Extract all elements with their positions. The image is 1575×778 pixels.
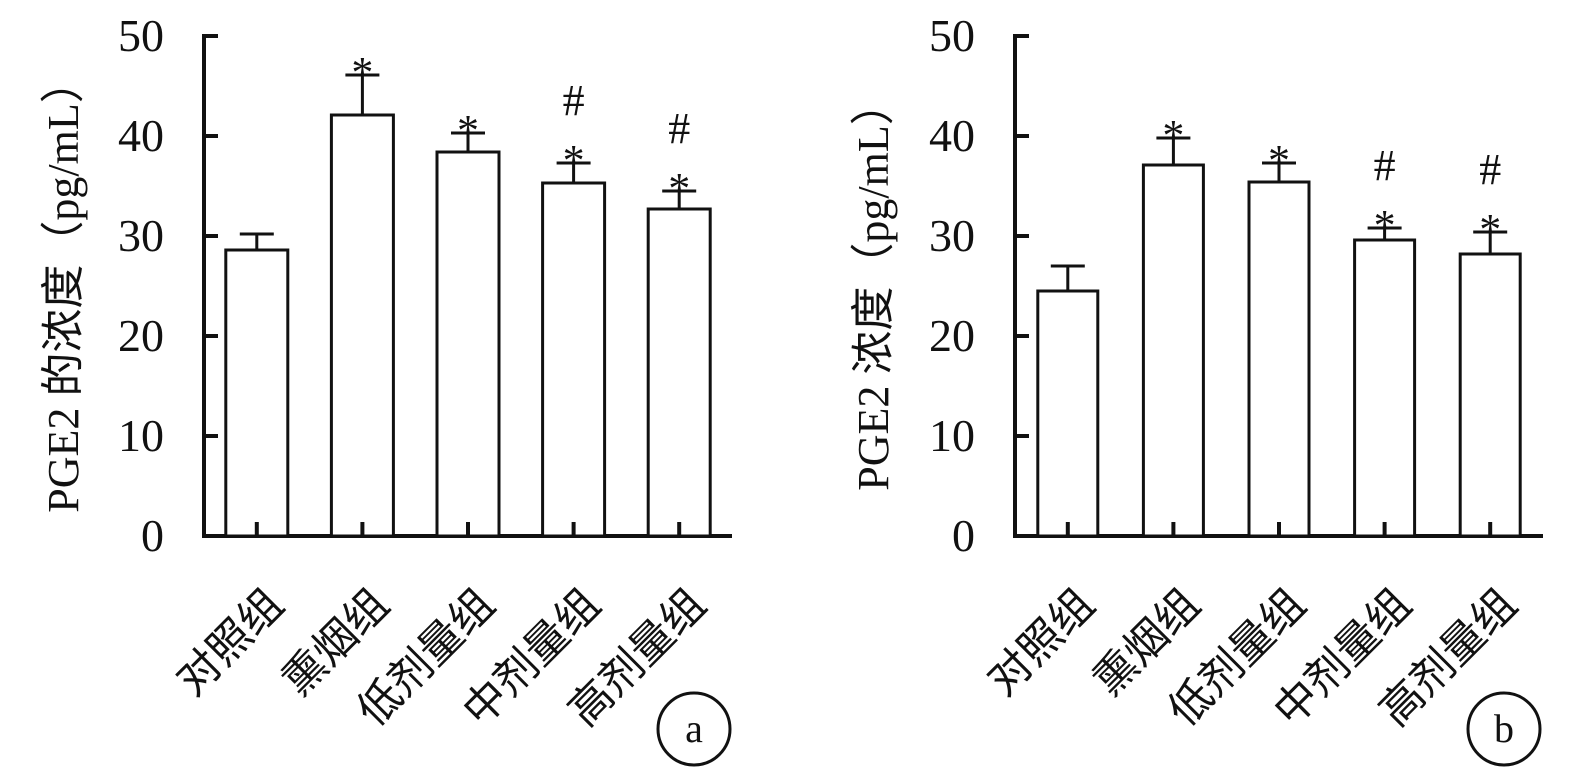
bar (224, 248, 290, 538)
bar (541, 181, 607, 538)
y-axis-label: PGE2 的浓度（pg/mL） (39, 59, 88, 512)
significance-star: * (351, 48, 373, 97)
significance-hash: # (563, 76, 585, 125)
significance-star: * (1162, 111, 1184, 160)
x-category-label: 对照组 (979, 581, 1103, 705)
y-tick-label: 0 (952, 510, 975, 561)
panel-label-circle (1466, 691, 1542, 767)
y-axis-label: PGE2 浓度（pg/mL） (849, 81, 898, 490)
significance-star: * (1268, 136, 1290, 185)
y-tick-label: 50 (118, 10, 164, 61)
bar (1036, 289, 1100, 538)
panel-label: b (1494, 706, 1514, 751)
bar (1141, 163, 1205, 538)
significance-hash: # (1479, 145, 1501, 194)
panel-label-circle (656, 691, 732, 767)
bar (435, 150, 501, 538)
x-category-label: 对照组 (168, 581, 292, 705)
panel-label: a (685, 706, 703, 751)
significance-star: * (563, 136, 585, 185)
significance-hash: # (1374, 141, 1396, 190)
y-tick-label: 20 (118, 310, 164, 361)
y-tick-label: 20 (929, 310, 975, 361)
significance-star: * (1479, 205, 1501, 254)
bar (1247, 180, 1311, 538)
y-tick-label: 40 (929, 110, 975, 161)
y-tick-label: 0 (141, 510, 164, 561)
significance-star: * (1374, 201, 1396, 250)
significance-hash: # (668, 104, 690, 153)
y-tick-label: 10 (929, 410, 975, 461)
y-tick-label: 40 (118, 110, 164, 161)
bar (646, 207, 712, 538)
y-tick-label: 10 (118, 410, 164, 461)
bar (1458, 252, 1522, 538)
y-tick-label: 30 (118, 210, 164, 261)
significance-star: * (668, 164, 690, 213)
bar (1353, 238, 1417, 538)
y-tick-label: 50 (929, 10, 975, 61)
significance-star: * (457, 106, 479, 155)
y-tick-label: 30 (929, 210, 975, 261)
bar (329, 113, 395, 538)
